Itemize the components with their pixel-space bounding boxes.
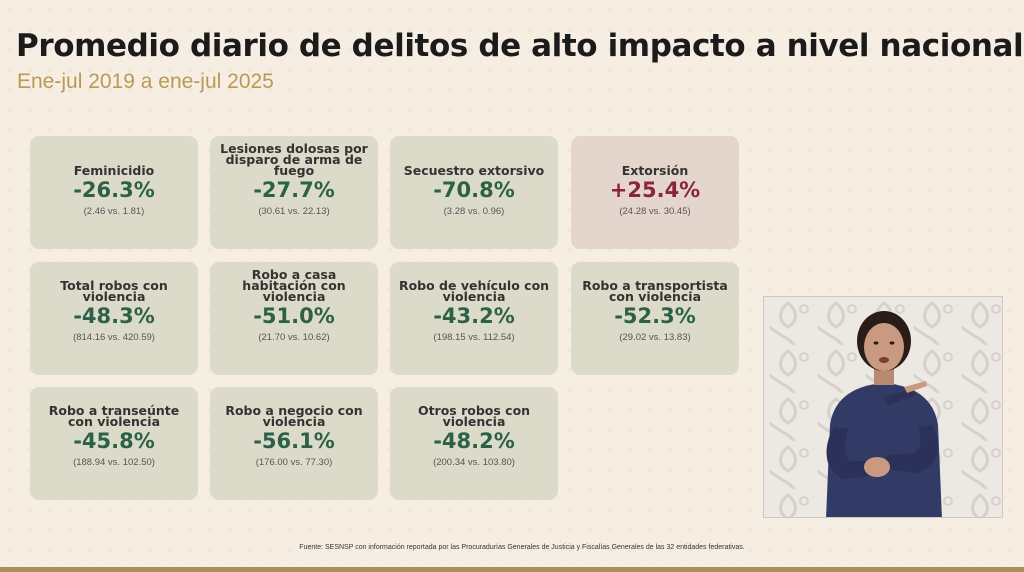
source-footnote: Fuente: SESNSP con información reportada… (299, 544, 745, 551)
card-robo-vehiculo: Robo de vehículo con violencia -43.2% (1… (390, 262, 558, 375)
page-title: Promedio diario de delitos de alto impac… (16, 28, 1024, 64)
card-otros-robos: Otros robos con violencia -48.2% (200.34… (390, 387, 558, 500)
card-lesiones-dolosas: Lesiones dolosas por disparo de arma de … (210, 136, 378, 249)
card-detail: (814.16 vs. 420.59) (73, 332, 155, 343)
card-label: Lesiones dolosas por disparo de arma de … (220, 141, 368, 178)
card-total-robos: Total robos con violencia -48.3% (814.16… (30, 262, 198, 375)
card-detail: (24.28 vs. 30.45) (619, 206, 691, 217)
card-extorsion: Extorsión +25.4% (24.28 vs. 30.45) (571, 136, 739, 249)
card-label: Robo a transportista con violencia (582, 278, 728, 304)
card-robo-negocio: Robo a negocio con violencia -56.1% (176… (210, 387, 378, 500)
card-label: Otros robos con violencia (417, 403, 531, 429)
card-detail: (21.70 vs. 10.62) (258, 332, 330, 343)
card-label: Extorsión (621, 163, 689, 178)
card-value: -26.3% (73, 178, 155, 202)
interpreter-illustration (764, 297, 1002, 517)
card-detail: (200.34 vs. 103.80) (433, 457, 515, 468)
card-label: Robo a casa habitación con violencia (242, 267, 346, 304)
card-feminicidio: Feminicidio -26.3% (2.46 vs. 1.81) (30, 136, 198, 249)
sign-language-interpreter-video (763, 296, 1003, 518)
card-detail: (176.00 vs. 77.30) (255, 457, 333, 468)
card-value: -48.3% (73, 304, 155, 328)
card-value: -51.0% (253, 304, 335, 328)
card-detail: (3.28 vs. 0.96) (443, 206, 505, 217)
card-detail: (30.61 vs. 22.13) (258, 206, 330, 217)
card-value: -56.1% (253, 429, 335, 453)
card-value: -27.7% (253, 178, 335, 202)
card-value: -70.8% (433, 178, 515, 202)
card-secuestro-extorsivo: Secuestro extorsivo -70.8% (3.28 vs. 0.9… (390, 136, 558, 249)
card-label: Robo a negocio con violencia (225, 403, 363, 429)
card-robo-transeunte: Robo a transeúnte con violencia -45.8% (… (30, 387, 198, 500)
card-detail: (29.02 vs. 13.83) (619, 332, 691, 343)
card-label: Secuestro extorsivo (403, 163, 545, 178)
card-value: -52.3% (614, 304, 696, 328)
card-value: -43.2% (433, 304, 515, 328)
card-value: -48.2% (433, 429, 515, 453)
card-detail: (188.94 vs. 102.50) (73, 457, 155, 468)
card-detail: (198.15 vs. 112.54) (433, 332, 515, 343)
card-label: Robo de vehículo con violencia (398, 278, 550, 304)
card-robo-transportista: Robo a transportista con violencia -52.3… (571, 262, 739, 375)
page-subtitle: Ene-jul 2019 a ene-jul 2025 (17, 70, 274, 93)
card-value: +25.4% (609, 178, 701, 202)
card-robo-casa: Robo a casa habitación con violencia -51… (210, 262, 378, 375)
bottom-accent-bar (0, 567, 1024, 572)
card-label: Feminicidio (73, 163, 155, 178)
card-value: -45.8% (73, 429, 155, 453)
card-detail: (2.46 vs. 1.81) (83, 206, 145, 217)
card-label: Total robos con violencia (60, 278, 168, 304)
card-label: Robo a transeúnte con violencia (48, 403, 180, 429)
